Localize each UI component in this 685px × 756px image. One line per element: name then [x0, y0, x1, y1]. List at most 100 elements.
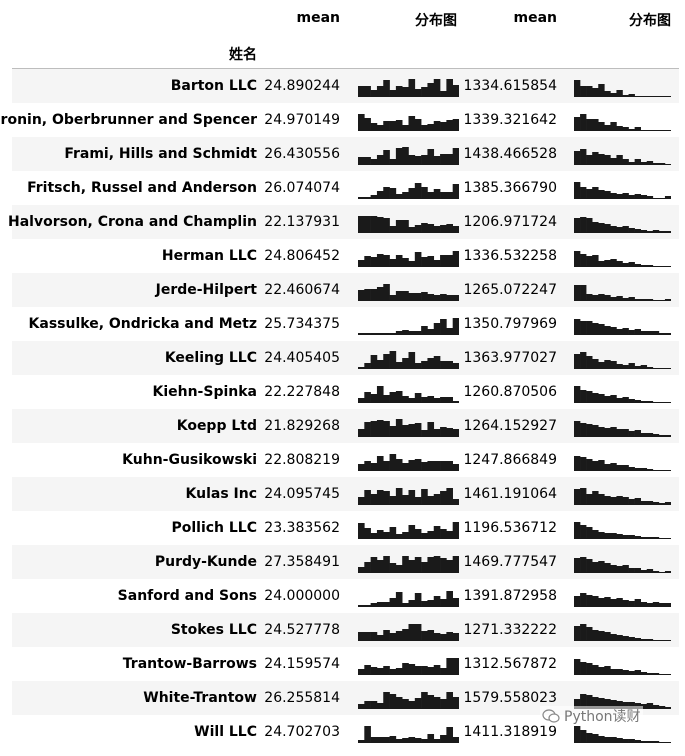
distribution-sparkline-2 [574, 551, 672, 573]
distribution-sparkline-1 [358, 449, 460, 471]
spark-bar [364, 422, 371, 437]
spark-bar [628, 637, 635, 641]
spark-bar [610, 327, 617, 335]
spark-bar [592, 697, 599, 709]
spark-bar [598, 736, 605, 743]
spark-bar [427, 667, 435, 675]
spark-bar [652, 331, 660, 335]
spark-bar [370, 195, 378, 199]
spark-bar [376, 635, 384, 641]
mean-age-cell: 24.000000 [264, 588, 340, 604]
spark-bar [616, 534, 623, 539]
spark-bar [421, 430, 428, 437]
mean-age-cell: 24.970149 [264, 112, 340, 128]
spark-bar [574, 80, 581, 97]
spark-bar [452, 119, 460, 131]
spark-bar [433, 739, 441, 743]
spark-bar [628, 568, 635, 573]
spark-bar [364, 216, 371, 233]
mean-amount-cell: 1350.797969 [463, 316, 557, 332]
mean-amount-cell: 1469.777547 [463, 554, 557, 570]
mean-amount-cell: 1271.332222 [463, 622, 557, 638]
spark-bar [358, 497, 365, 505]
spark-bar [452, 598, 460, 607]
mean-age-cell: 23.383562 [264, 520, 340, 536]
spark-bar [440, 91, 447, 97]
distribution-sparkline-2 [574, 143, 672, 165]
spark-bar [389, 669, 397, 675]
spark-bar [408, 155, 416, 165]
spark-bar [370, 123, 378, 131]
spark-bar [622, 298, 629, 301]
row-name: Herman LLC [161, 248, 257, 264]
spark-bar [652, 434, 660, 437]
spark-bar [395, 488, 403, 505]
spark-bar [383, 121, 390, 131]
spark-bar [622, 565, 629, 573]
spark-bar [389, 633, 397, 641]
spark-bar [446, 428, 453, 437]
spark-bar [364, 461, 371, 471]
spark-bar [421, 562, 428, 573]
spark-bar [604, 533, 611, 539]
spark-bar [592, 491, 599, 505]
spark-bar [598, 561, 605, 573]
spark-bar [370, 394, 378, 403]
row-name: White-Trantow [143, 690, 257, 706]
spark-bar [634, 638, 641, 641]
spark-bar [440, 634, 447, 641]
spark-bar [358, 464, 365, 471]
spark-bar [370, 159, 378, 165]
spark-bar [433, 323, 441, 335]
distribution-sparkline-2 [574, 279, 672, 301]
spark-bar [598, 154, 605, 165]
spark-bar [427, 329, 435, 335]
spark-bar [389, 159, 397, 165]
spark-bar [640, 672, 648, 675]
spark-bar [364, 256, 371, 267]
spark-bar [433, 398, 441, 403]
row-name: Kulas Inc [185, 486, 258, 502]
spark-bar [395, 194, 403, 199]
spark-bar [370, 355, 378, 369]
row-name: Barton LLC [170, 78, 257, 94]
spark-bar [389, 563, 397, 573]
spark-bar [646, 196, 654, 199]
spark-bar [616, 496, 623, 505]
spark-bar [421, 125, 428, 131]
spark-bar [634, 264, 641, 267]
spark-bar [610, 158, 617, 165]
spark-bar [586, 391, 593, 403]
spark-bar [574, 354, 581, 369]
mean-age-cell: 22.137931 [264, 214, 340, 230]
spark-bar [433, 526, 441, 539]
spark-bar [383, 556, 390, 573]
spark-bar [421, 666, 428, 675]
spark-bar [427, 557, 435, 573]
spark-bar [433, 429, 441, 437]
spark-bar [616, 566, 623, 573]
mean-age-cell: 26.430556 [264, 146, 340, 162]
spark-bar [376, 703, 384, 709]
spark-bar [383, 218, 390, 233]
distribution-sparkline-1 [358, 109, 460, 131]
spark-bar [440, 192, 447, 199]
spark-bar [414, 497, 422, 505]
spark-bar [433, 79, 441, 97]
spark-bar [604, 428, 611, 437]
mean-age-cell: 24.095745 [264, 486, 340, 502]
spark-bar [376, 360, 384, 369]
spark-bar [364, 528, 371, 539]
spark-bar [622, 636, 629, 641]
spark-bar [402, 147, 409, 165]
spark-bar [604, 699, 611, 709]
spark-bar [408, 331, 416, 335]
spark-bar [402, 463, 409, 471]
spark-bar [664, 196, 672, 199]
mean-age-cell: 24.806452 [264, 248, 340, 264]
distribution-sparkline-2 [574, 313, 672, 335]
table-row: Koepp Ltd 21.829268 1264.152927 [12, 409, 679, 443]
index-header-name: 姓名 [229, 47, 257, 63]
mean-amount-cell: 1336.532258 [463, 248, 557, 264]
mean-amount-cell: 1579.558023 [463, 690, 557, 706]
